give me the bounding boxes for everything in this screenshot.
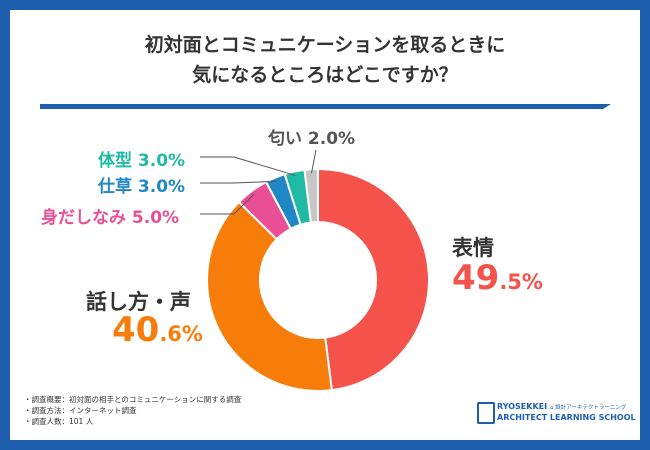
note-count: ・調査人数：101 人 — [24, 417, 94, 426]
note-overview: ・調査概要：初対面の相手とのコミュニケーションに関する調査 — [24, 395, 242, 404]
label-nioi: 匂い 2.0% — [268, 129, 356, 149]
leader-line-nioi — [310, 149, 317, 174]
slice-hanashikata — [206, 200, 333, 392]
slice-nioi — [303, 167, 319, 224]
logo-text: RYOSEKKEI ⌂ 設計アーキテクトラーニング ARCHITECT LEAR… — [497, 402, 636, 423]
logo-icon — [477, 402, 495, 424]
logo-tagline: ⌂ 設計アーキテクトラーニング — [549, 405, 627, 411]
label-hanashikata-int: 40 — [112, 310, 160, 350]
label-hanashikata-name: 話し方・声 — [86, 290, 191, 314]
label-hanashikata-dec: .6% — [159, 322, 203, 346]
leader-line-shigusa — [200, 180, 277, 184]
leader-line-midashinami — [200, 193, 255, 215]
logo-name: RYOSEKKEI — [497, 402, 548, 411]
logo-school: ARCHITECT LEARNING SCHOOL — [497, 413, 636, 422]
leader-line-taikei — [200, 156, 296, 176]
label-hanashikata-value: 40.6% — [112, 310, 203, 350]
label-shigusa: 仕草 3.0% — [98, 177, 186, 197]
label-hyojo-dec: .5% — [499, 270, 543, 294]
label-hyojo-int: 49 — [452, 258, 500, 298]
note-method: ・調査方法：インターネット調査 — [24, 406, 137, 415]
title-line-2: 気になるところはどこですか？ — [192, 64, 458, 86]
label-midashinami: 身だしなみ 5.0% — [41, 208, 180, 228]
label-hyojo-value: 49.5% — [452, 258, 543, 298]
label-hyojo-name: 表情 — [452, 236, 494, 260]
chart-title: 初対面とコミュニケーションを取るときに 気になるところはどこですか？ — [0, 30, 650, 90]
title-underline — [40, 104, 611, 109]
label-taikei: 体型 3.0% — [98, 151, 186, 171]
survey-notes: ・調査概要：初対面の相手とのコミュニケーションに関する調査 ・調査方法：インター… — [24, 394, 241, 427]
title-line-1: 初対面とコミュニケーションを取るときに — [144, 34, 506, 56]
slice-hyojo — [317, 167, 430, 392]
